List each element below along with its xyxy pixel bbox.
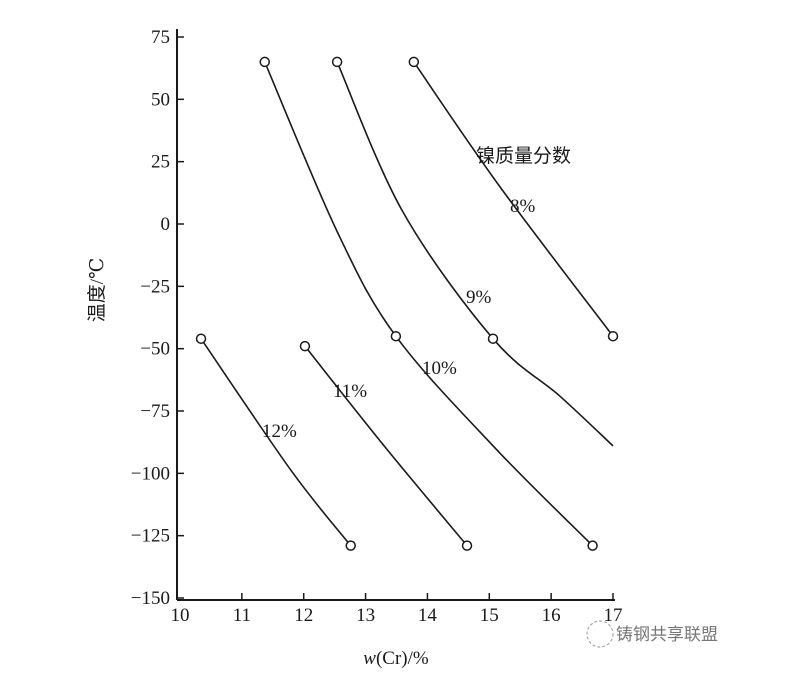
data-point-marker [461,540,473,551]
data-point-marker [259,56,270,68]
series-line-2 [264,61,594,547]
series-label: 9% [466,287,492,308]
series-line-4 [200,338,352,547]
x-axis-label-var: w [363,648,376,669]
data-point-marker [408,56,420,68]
series-line-3 [304,345,468,547]
x-tick-label: 12 [294,605,313,626]
x-tick-label: 14 [418,605,438,626]
y-tick-label: 25 [151,152,170,173]
x-tick-label: 13 [356,605,375,626]
y-tick-label: −50 [140,339,170,360]
x-tick-label: 17 [604,605,623,626]
data-point-marker [587,540,598,551]
watermark-text: 铸钢共享联盟 [616,625,718,645]
y-tick-label: −25 [140,276,170,297]
series-line-1 [336,61,614,447]
data-point-marker [607,330,619,342]
data-point-marker [487,333,499,344]
y-tick-label: −100 [131,463,170,484]
y-tick-label: 0 [161,214,171,235]
x-tick-label: 11 [233,605,251,626]
series-label: 12% [262,421,297,442]
watermark: 铸钢共享联盟 [586,620,718,648]
x-tick-label: 10 [171,605,190,626]
series-line-0 [413,61,614,337]
x-tick-label: 16 [542,605,561,626]
x-axis-label-unit: (Cr)/% [376,648,429,669]
y-tick-label: −75 [140,401,170,422]
data-point-marker [345,540,356,551]
y-tick-label: 75 [151,27,170,48]
y-tick-label: 50 [151,89,170,110]
series-labels: 8% 9% 10% 11% 12% [262,196,536,442]
watermark-logo-icon [586,620,614,648]
data-point-marker [299,340,311,352]
x-tick-label: 15 [480,605,499,626]
data-point-marker [195,333,207,344]
y-axis-label: 温度/℃ [86,258,108,323]
series-label: 10% [422,358,457,379]
legend-title: 镍质量分数 [476,145,571,167]
series-label: 11% [333,381,367,402]
y-tick-label: −150 [131,588,170,609]
axes: 10 11 12 13 14 15 16 17 75 50 25 0 −25 −50 −75 −100 −125… [131,27,623,626]
data-point-marker [390,330,402,342]
series-label: 8% [510,196,536,217]
x-axis-label: w(Cr)/% [363,648,429,669]
series-group [195,56,619,551]
data-point-marker [331,56,343,68]
y-tick-label: −125 [131,526,170,547]
